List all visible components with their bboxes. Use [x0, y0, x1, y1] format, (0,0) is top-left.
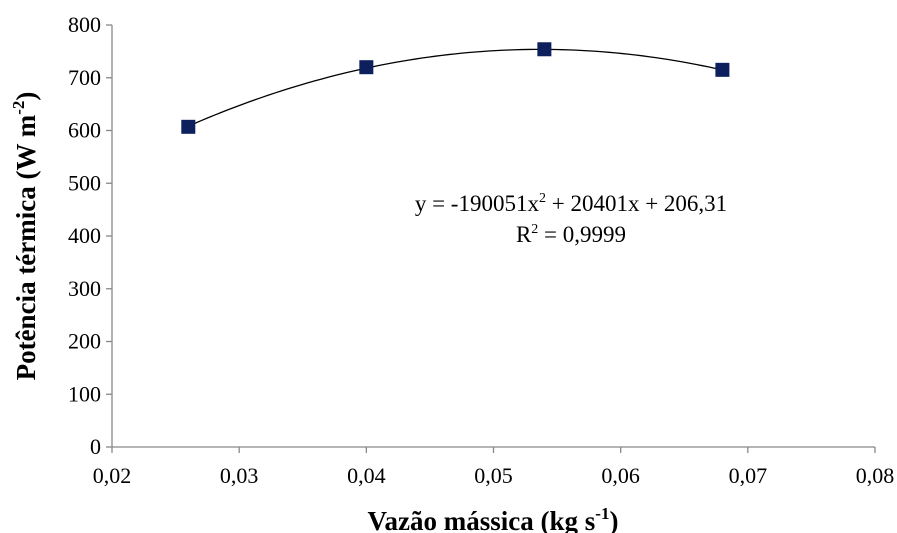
x-tick-label: 0,02 — [93, 463, 132, 488]
y-tick-label: 300 — [68, 276, 101, 301]
x-tick-label: 0,05 — [474, 463, 513, 488]
y-axis-title: Potência térmica (W m-2) — [9, 92, 41, 381]
axes — [111, 25, 875, 448]
y-tick-label: 700 — [68, 65, 101, 90]
y-tick-label: 500 — [68, 170, 101, 195]
r-squared-label: R2 = 0,9999 — [516, 222, 626, 247]
data-points — [181, 42, 730, 134]
x-tick-label: 0,04 — [347, 463, 386, 488]
x-tick-label: 0,06 — [601, 463, 640, 488]
x-ticks: 0,02 0,03 0,04 0,05 0,06 0,07 0,08 — [93, 447, 895, 488]
y-tick-label: 600 — [68, 118, 101, 143]
y-ticks: 0 100 200 300 400 500 600 700 800 — [68, 12, 112, 459]
x-axis-title: Vazão mássica (kg s-1) — [368, 504, 619, 533]
data-point — [715, 62, 730, 77]
data-point — [359, 60, 374, 75]
y-tick-label: 200 — [68, 329, 101, 354]
y-tick-label: 400 — [68, 223, 101, 248]
y-tick-label: 100 — [68, 381, 101, 406]
x-tick-label: 0,07 — [729, 463, 768, 488]
y-tick-label: 800 — [68, 12, 101, 37]
x-tick-label: 0,03 — [220, 463, 259, 488]
y-tick-label: 0 — [90, 434, 101, 459]
x-tick-label: 0,08 — [856, 463, 895, 488]
data-point — [537, 42, 552, 57]
trendline — [188, 48, 723, 127]
equation-label: y = -190051x2 + 20401x + 206,31 — [415, 191, 727, 216]
data-point — [181, 119, 196, 134]
